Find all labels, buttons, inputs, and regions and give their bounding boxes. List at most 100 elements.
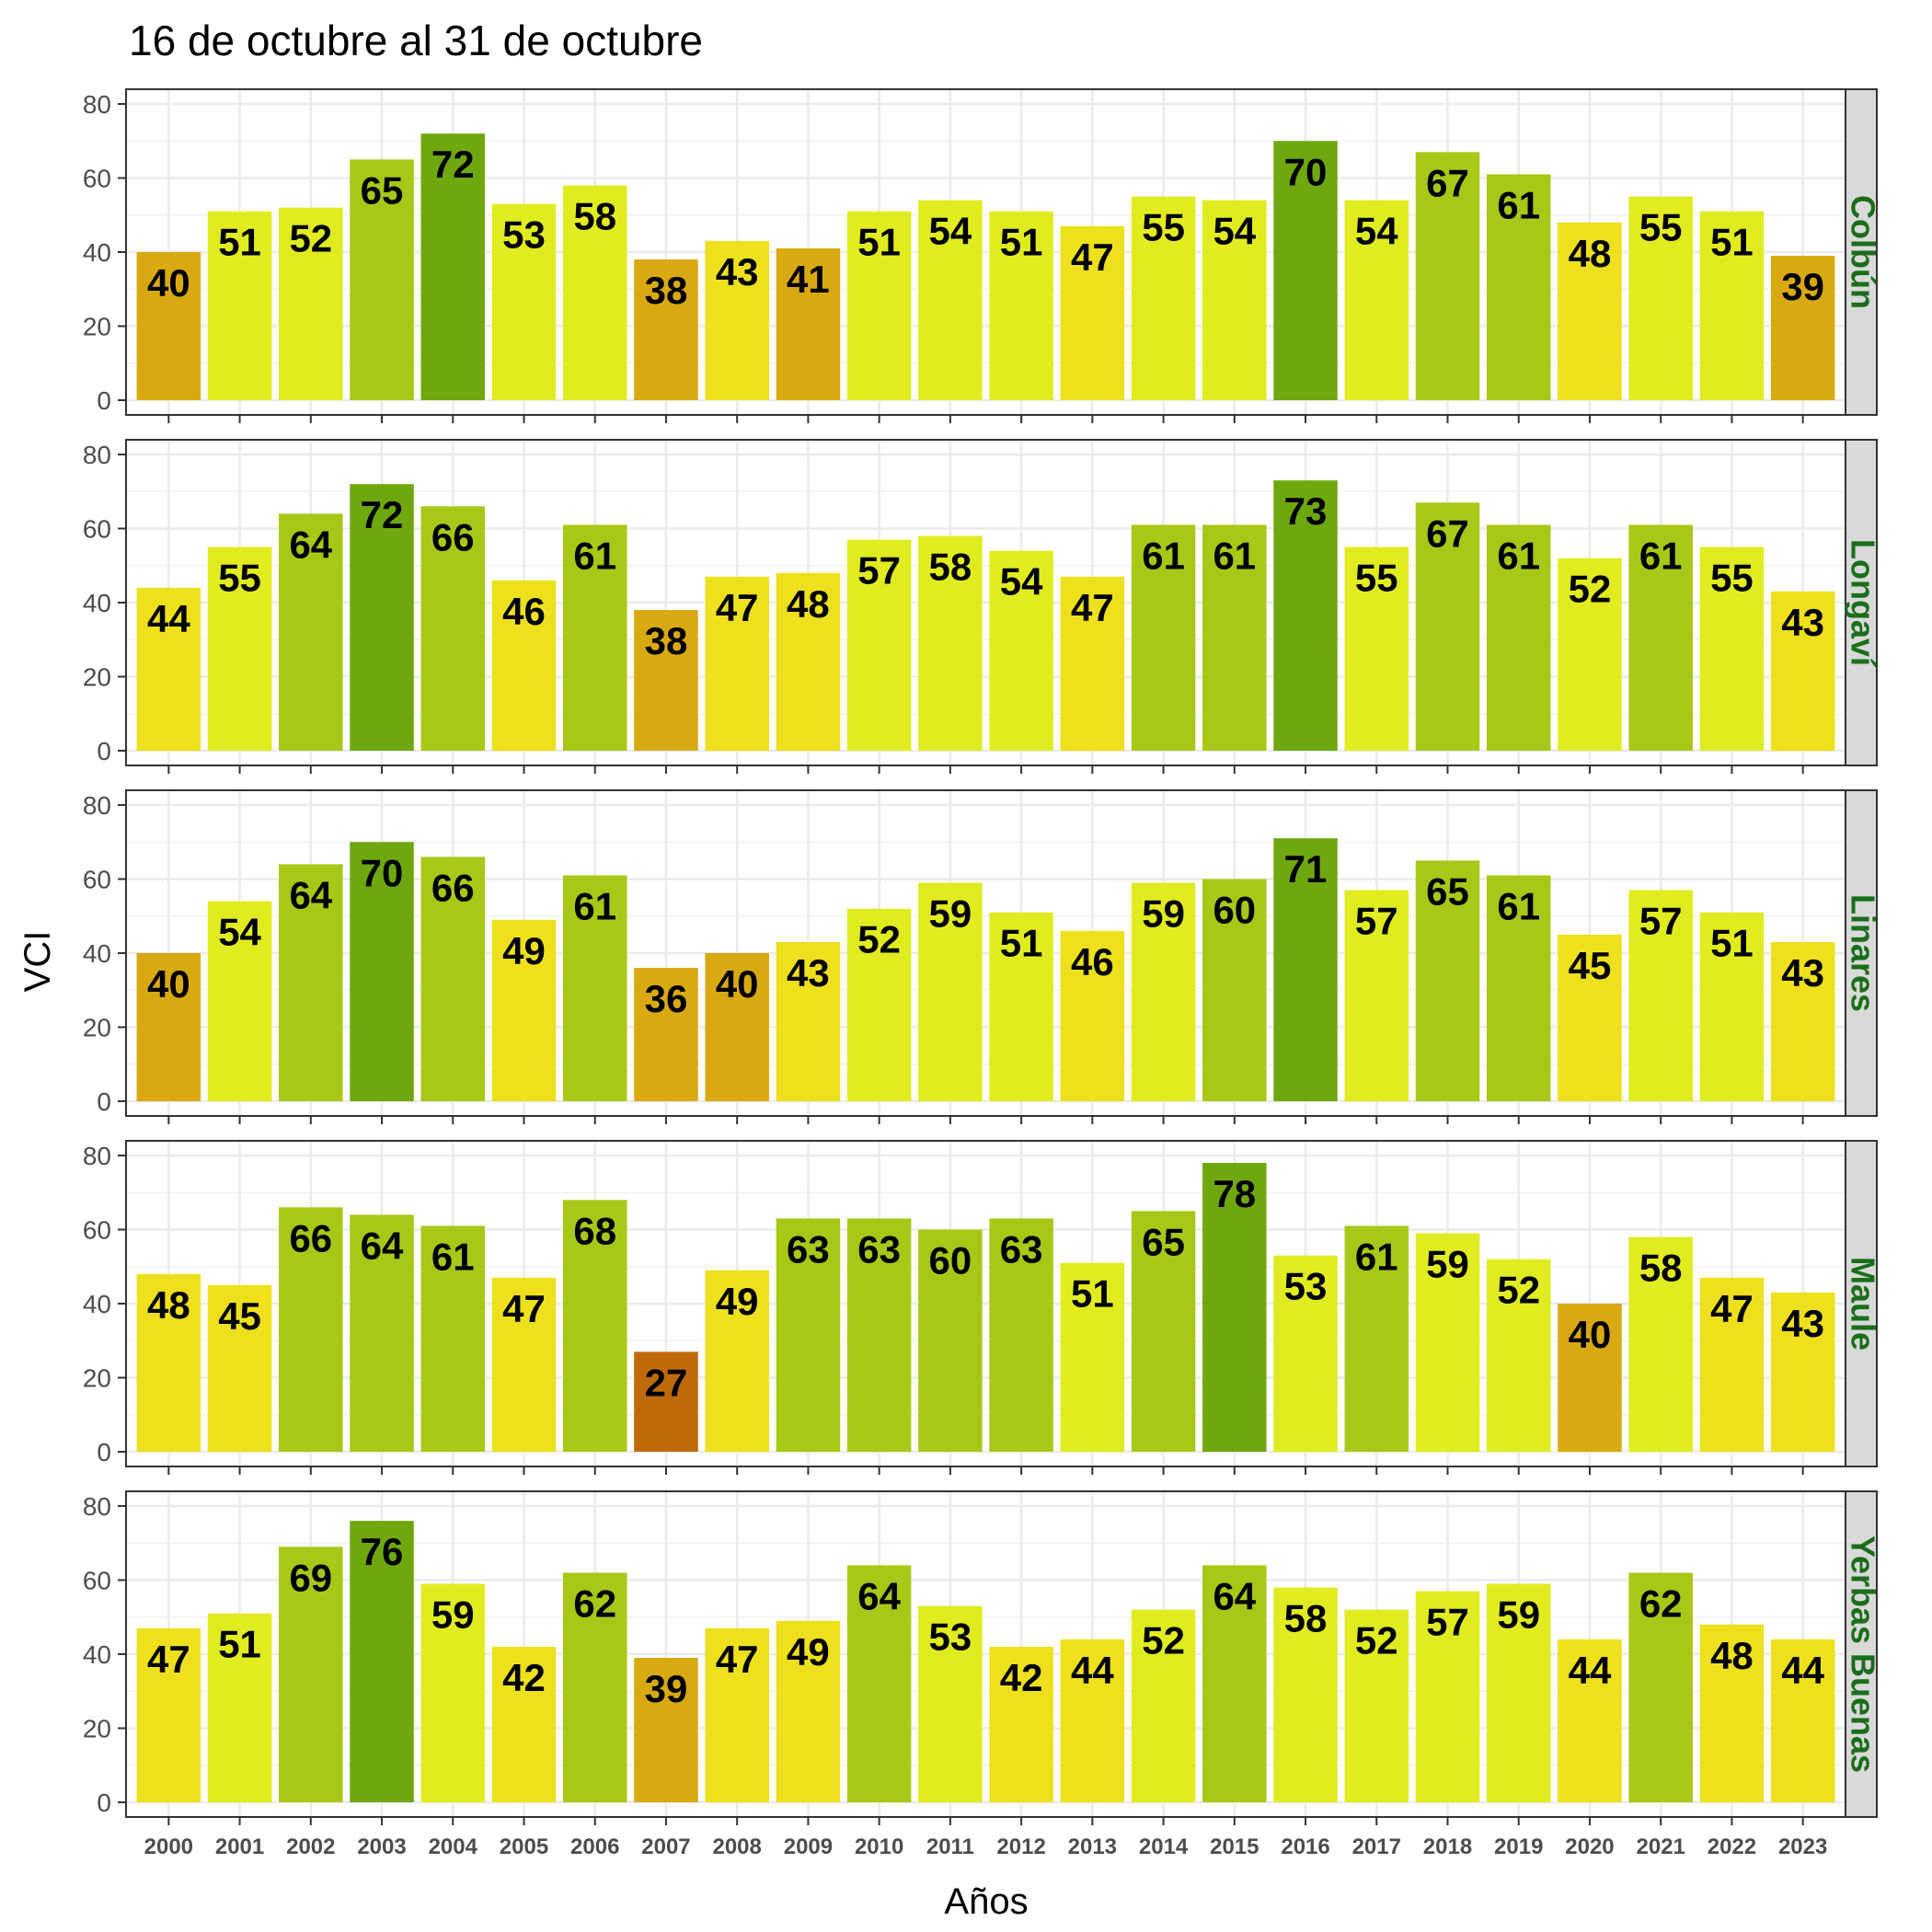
bar-value-label: 67 <box>1426 161 1469 204</box>
bar-value-label: 76 <box>361 1530 404 1573</box>
bar <box>207 546 272 751</box>
bar <box>1131 524 1196 751</box>
bar <box>136 1273 201 1452</box>
bar <box>1131 1211 1196 1452</box>
bar <box>350 1521 414 1802</box>
x-tick-label: 2022 <box>1708 1834 1756 1859</box>
bar <box>1344 200 1409 400</box>
bar-value-label: 65 <box>361 168 404 212</box>
bar-value-label: 61 <box>573 534 616 577</box>
bar <box>989 912 1053 1101</box>
bar <box>1628 890 1693 1101</box>
bar-value-label: 64 <box>289 873 332 916</box>
y-tick-label: 0 <box>97 1438 111 1466</box>
bar-value-label: 43 <box>787 951 830 995</box>
bar <box>846 1565 912 1802</box>
bar <box>1344 890 1409 1101</box>
bar <box>846 1218 912 1452</box>
bar <box>1131 1609 1196 1802</box>
bar-value-label: 40 <box>147 962 190 1006</box>
y-tick-label: 0 <box>97 1788 111 1817</box>
bar <box>1628 1236 1693 1452</box>
x-tick-label: 2006 <box>570 1834 619 1859</box>
bar <box>1770 1292 1835 1452</box>
y-tick-label: 20 <box>83 1014 111 1042</box>
bar <box>491 203 557 400</box>
facet-strip <box>1845 439 1878 766</box>
bar <box>1486 875 1551 1101</box>
bar-value-label: 47 <box>147 1638 190 1681</box>
bar-value-label: 38 <box>645 269 688 312</box>
bar-value-label: 60 <box>1213 889 1256 932</box>
bar <box>1415 860 1480 1101</box>
facet-panel: 44 55 64 72 66 46 61 38 47 48 57 58 54 47 61 61 73 55 67 61… <box>83 439 1882 774</box>
bar <box>1770 591 1835 751</box>
bar <box>1699 546 1765 751</box>
bar <box>989 550 1053 751</box>
bar <box>1060 1262 1125 1452</box>
bar <box>1202 200 1267 400</box>
bar <box>634 968 698 1101</box>
bar <box>1486 524 1551 751</box>
y-tick-label: 60 <box>83 1216 111 1245</box>
bar <box>279 864 343 1101</box>
facet-panel: 47 51 69 76 59 42 62 39 47 49 64 53 42 44 52 64 58 52 57 59… <box>83 1490 1882 1859</box>
y-tick-label: 40 <box>83 238 111 267</box>
bar-value-label: 54 <box>1213 210 1256 253</box>
bar <box>1415 152 1480 400</box>
bar <box>1770 1639 1835 1802</box>
bar-value-label: 46 <box>1071 940 1114 983</box>
bar-value-label: 55 <box>1710 557 1754 600</box>
bar-value-label: 52 <box>1569 568 1612 611</box>
bar-value-label: 55 <box>1142 206 1185 249</box>
bar-value-label: 52 <box>857 918 901 961</box>
bar <box>562 875 627 1101</box>
y-tick-label: 40 <box>83 1640 111 1669</box>
bar <box>491 1646 557 1802</box>
bar <box>350 842 414 1101</box>
bar <box>350 1214 414 1452</box>
facet-strip-label: Linares <box>1845 894 1882 1012</box>
bar-value-label: 39 <box>645 1667 688 1710</box>
bar <box>562 185 627 400</box>
bar <box>207 901 272 1101</box>
bar-value-label: 70 <box>361 851 404 894</box>
bar <box>634 259 698 400</box>
bar-value-label: 63 <box>1000 1227 1043 1271</box>
bar <box>705 1270 769 1452</box>
bar-value-label: 45 <box>218 1294 261 1338</box>
y-tick-label: 40 <box>83 589 111 617</box>
bar <box>1628 524 1693 751</box>
y-tick-label: 0 <box>97 737 111 765</box>
x-tick-label: 2003 <box>357 1834 406 1859</box>
bar-value-label: 47 <box>716 586 759 629</box>
bar-value-label: 54 <box>1355 210 1398 253</box>
facet-strip <box>1845 88 1878 416</box>
y-tick-label: 0 <box>97 1087 111 1116</box>
bar-value-label: 62 <box>573 1581 616 1625</box>
bar-value-label: 70 <box>1284 150 1328 193</box>
facet-panel: 40 51 52 65 72 53 58 38 43 41 51 54 51 47 55 54 70 54 67 61… <box>83 88 1882 423</box>
bar-value-label: 54 <box>1000 560 1043 604</box>
bar-value-label: 57 <box>1639 900 1683 943</box>
bar-value-label: 51 <box>218 221 261 264</box>
bar <box>350 159 414 400</box>
x-tick-label: 2021 <box>1637 1834 1685 1859</box>
bar <box>207 211 272 400</box>
bar <box>136 252 201 400</box>
bar <box>1060 930 1125 1101</box>
bar-value-label: 69 <box>289 1556 332 1599</box>
x-axis-title: Años <box>944 1881 1028 1922</box>
bar-value-label: 61 <box>1213 534 1256 577</box>
bar <box>1558 558 1622 751</box>
bar <box>989 1646 1053 1802</box>
bar-value-label: 43 <box>1781 1302 1824 1345</box>
bar-value-label: 55 <box>1639 206 1683 249</box>
bar <box>1202 1565 1267 1802</box>
bar-value-label: 44 <box>1071 1649 1114 1692</box>
bar <box>776 572 841 751</box>
bar <box>1558 1639 1622 1802</box>
bar-value-label: 61 <box>1355 1235 1398 1278</box>
y-tick-label: 60 <box>83 165 111 193</box>
bar <box>420 506 486 751</box>
